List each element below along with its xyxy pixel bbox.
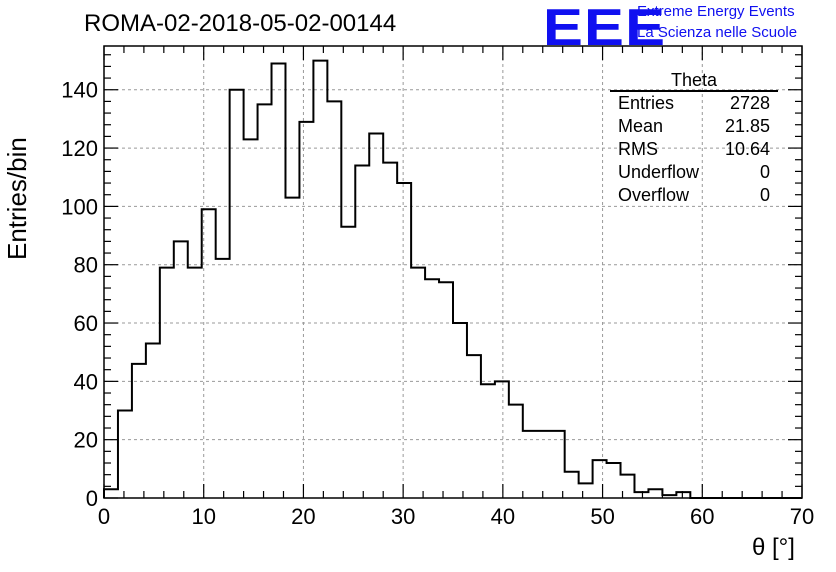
stats-row-entries: Entries 2728 [610,92,778,115]
eee-logo: EEE [543,0,667,57]
x-tick-label: 20 [291,504,315,529]
stats-label: Entries [618,93,675,113]
stats-value: 0 [759,162,770,182]
stats-label: Mean [618,116,664,136]
y-tick-label: 0 [86,486,98,511]
stats-row-rms: RMS 10.64 [610,138,778,161]
y-tick-label: 20 [74,428,98,453]
x-tick-label: 50 [590,504,614,529]
y-tick-label: 120 [61,136,98,161]
stats-value: 2728 [729,93,770,113]
stats-row-mean: Mean 21.85 [610,115,778,138]
y-tick-label: 100 [61,194,98,219]
x-tick-label: 40 [491,504,515,529]
x-tick-label: 10 [191,504,215,529]
x-axis-label: θ [°] [752,534,795,561]
brand-line-2: La Scienza nelle Scuole [637,24,798,41]
y-tick-label: 80 [74,253,98,278]
y-tick-label: 60 [74,311,98,336]
stats-row-underflow: Underflow 0 [610,161,778,184]
stats-value: 0 [759,185,770,205]
stats-title: Theta [610,70,778,92]
stats-label: RMS [618,139,658,159]
stats-label: Underflow [618,162,700,182]
y-tick-label: 40 [74,369,98,394]
chart-title: ROMA-02-2018-05-02-00144 [84,10,397,37]
x-tick-label: 70 [790,504,814,529]
x-tick-label: 30 [391,504,415,529]
plot-frame [103,45,803,499]
stats-label: Overflow [618,185,690,205]
stats-box: Theta Entries 2728 Mean 21.85 RMS 10.64 … [610,70,778,207]
stats-value: 10.64 [724,139,770,159]
stats-value: 21.85 [724,116,770,136]
y-tick-label: 140 [61,78,98,103]
x-tick-label: 60 [690,504,714,529]
brand-line-1: Extreme Energy Events [637,3,795,20]
histogram-line [103,59,802,499]
stats-row-overflow: Overflow 0 [610,184,778,207]
x-tick-label: 0 [98,504,110,529]
